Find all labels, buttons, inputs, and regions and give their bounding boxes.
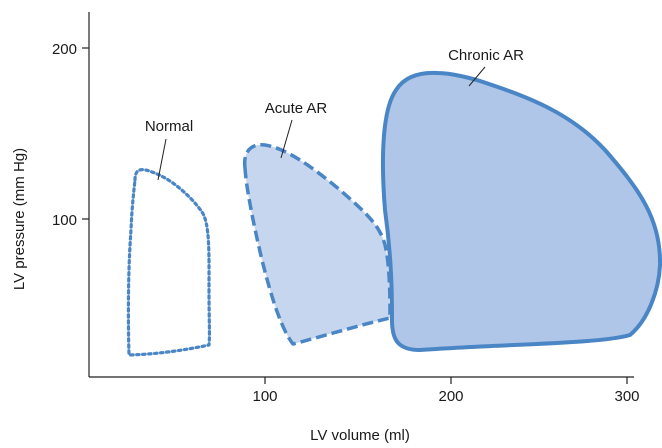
chronic-ar-loop	[380, 70, 662, 352]
y-axis-title: LV pressure (mm Hg)	[11, 148, 28, 290]
acute-ar-leader-line	[280, 119, 293, 159]
x-tick-label-300: 300	[614, 388, 639, 405]
y-tick-label-100: 100	[52, 212, 77, 229]
x-tick-label-100: 100	[252, 388, 277, 405]
normal-label: Normal	[145, 118, 193, 135]
normal-leader-line	[157, 138, 167, 181]
x-axis-title: LV volume (ml)	[310, 427, 410, 443]
acute-ar-label: Acute AR	[265, 100, 328, 117]
chronic-ar-label: Chronic AR	[448, 47, 524, 64]
y-tick-label-200: 200	[52, 41, 77, 58]
acute-ar-loop	[242, 143, 392, 346]
x-tick-label-200: 200	[438, 388, 463, 405]
normal-loop	[126, 168, 212, 357]
chronic-ar-leader-line	[468, 66, 486, 87]
